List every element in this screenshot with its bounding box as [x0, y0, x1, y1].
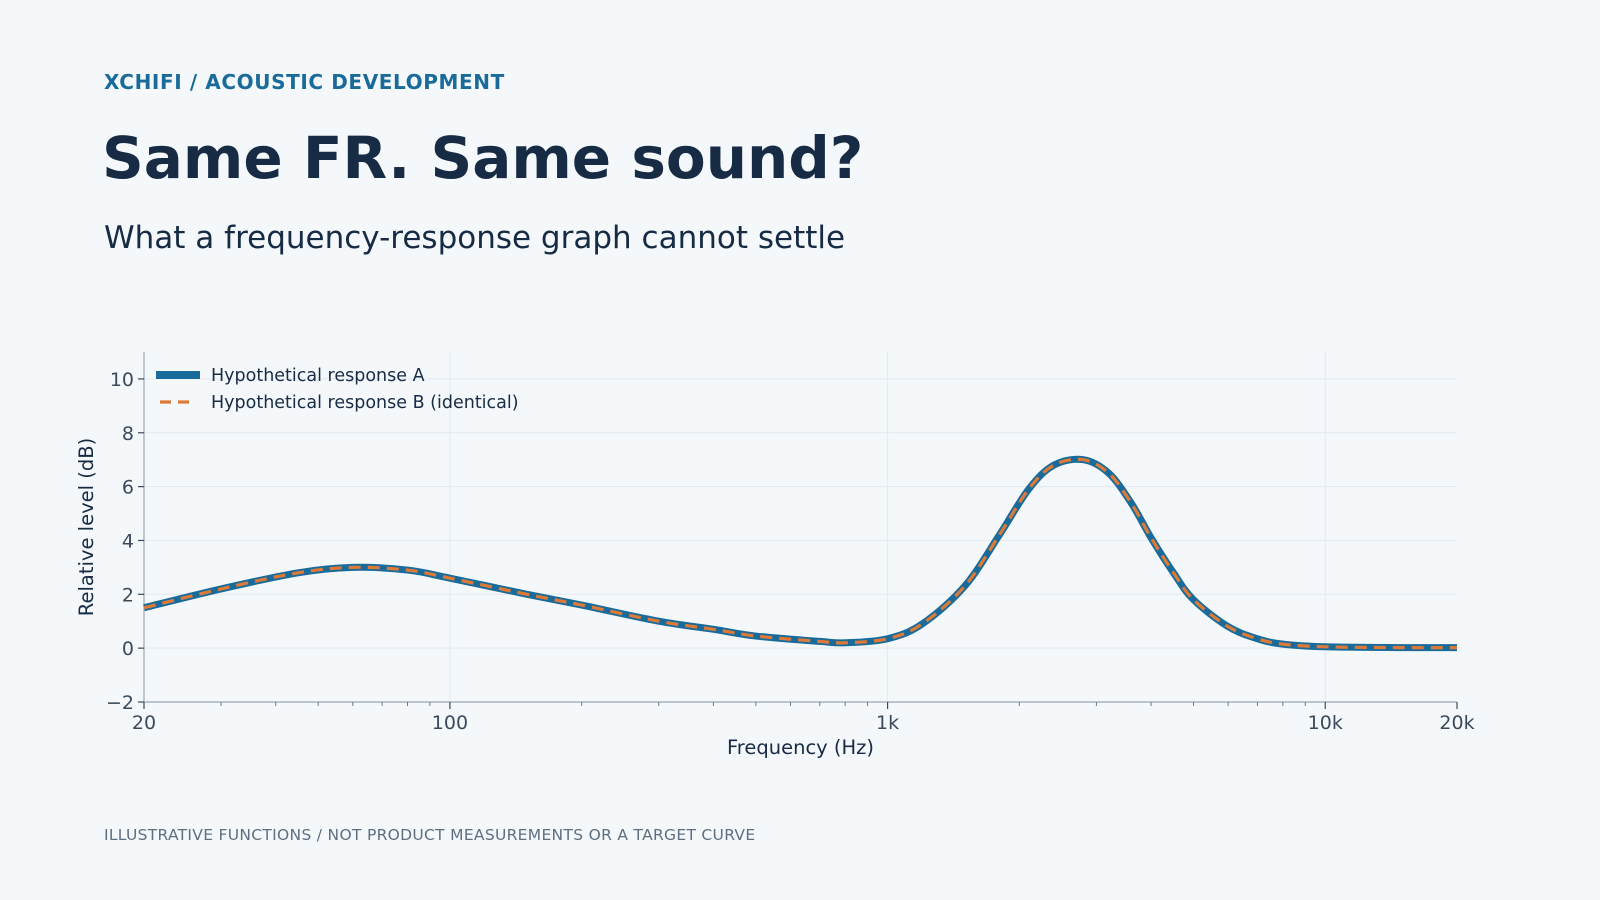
legend-label-series-b: Hypothetical response B (identical) [211, 393, 519, 413]
y-tick-label: −2 [106, 692, 134, 714]
x-axis-label: Frequency (Hz) [727, 736, 874, 759]
series-layer [143, 455, 1458, 652]
x-tick-label: 10k [1308, 712, 1343, 734]
y-tick-label: 0 [122, 638, 134, 660]
y-axis-label: Relative level (dB) [75, 438, 98, 616]
y-tick-label: 6 [122, 477, 134, 499]
series-line-a [143, 455, 1458, 652]
ticks-layer: −2 0 2 4 6 8 10 20 100 1k 10k 20k [106, 369, 1475, 734]
y-tick-label: 4 [122, 530, 134, 552]
footer-disclaimer: ILLUSTRATIVE FUNCTIONS / NOT PRODUCT MEA… [104, 826, 756, 844]
y-tick-label: 2 [122, 584, 134, 606]
series-line-b [143, 457, 1458, 650]
y-tick-label: 10 [110, 369, 134, 391]
page-subtitle: What a frequency-response graph cannot s… [104, 220, 846, 256]
x-tick-label: 1k [876, 712, 899, 734]
y-tick-label: 8 [122, 423, 134, 445]
x-tick-label: 20k [1439, 712, 1474, 734]
x-tick-label: 20 [132, 712, 156, 734]
eyebrow-breadcrumb: XCHIFI / ACOUSTIC DEVELOPMENT [104, 70, 505, 94]
chart-legend: Hypothetical response A Hypothetical res… [156, 366, 519, 413]
axes-layer [143, 352, 1457, 703]
page-title: Same FR. Same sound? [102, 124, 864, 192]
x-tick-label: 100 [432, 712, 468, 734]
legend-label-series-a: Hypothetical response A [211, 366, 425, 386]
